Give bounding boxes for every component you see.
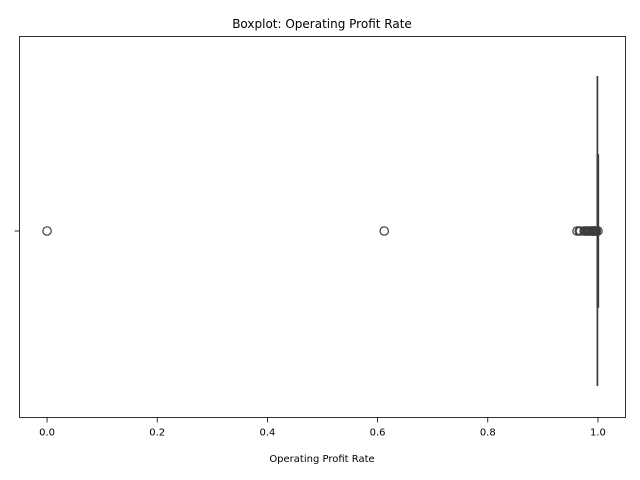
x-tick-label: 0.6 [370, 428, 386, 439]
x-tick-label: 0.2 [149, 428, 165, 439]
outlier-point [379, 226, 390, 236]
outlier-point [42, 226, 52, 236]
outlier-markers [42, 226, 603, 236]
x-tick-label: 0.8 [480, 428, 496, 439]
x-axis-ticks: 0.0 0.2 0.4 0.6 0.8 1.0 [39, 417, 606, 439]
x-tick-label: 1.0 [590, 428, 606, 439]
plot-area-frame [19, 36, 626, 418]
x-tick-label: 0.4 [259, 428, 275, 439]
x-tick-label: 0.0 [39, 428, 55, 439]
chart-title: Boxplot: Operating Profit Rate [232, 17, 412, 31]
outlier-point [593, 226, 603, 236]
x-axis-label: Operating Profit Rate [269, 454, 374, 465]
